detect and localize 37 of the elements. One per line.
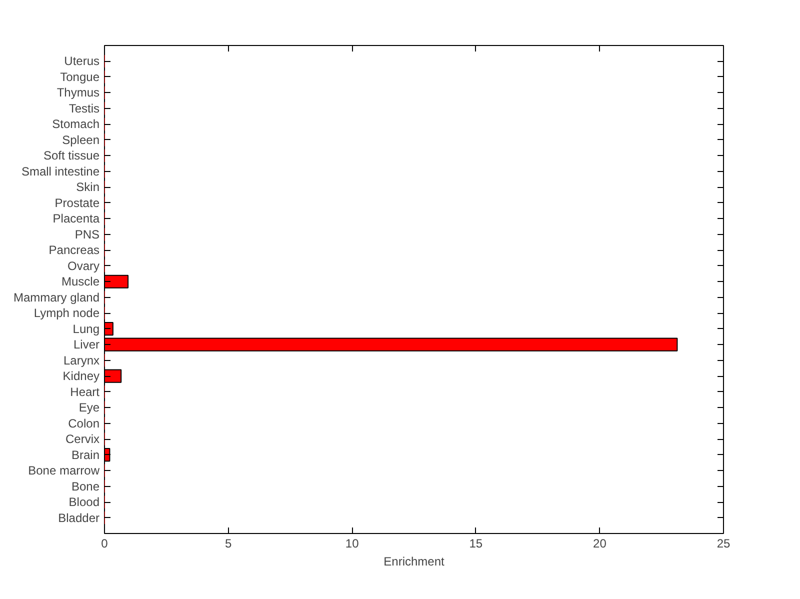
y-tick-label: Testis bbox=[68, 101, 100, 116]
y-tick-label: Pancreas bbox=[48, 243, 100, 258]
y-tick-label: Cervix bbox=[66, 432, 100, 446]
x-tick-label: 0 bbox=[101, 536, 108, 550]
x-tick-label: 15 bbox=[469, 536, 483, 550]
y-tick-label: Soft tissue bbox=[43, 148, 100, 163]
y-tick-label: Kidney bbox=[62, 369, 100, 384]
x-tick-label: 20 bbox=[593, 536, 607, 550]
y-tick-label: Lung bbox=[72, 322, 100, 336]
x-tick-label: 10 bbox=[345, 536, 360, 550]
y-tick-label: Blood bbox=[68, 495, 100, 510]
y-tick-label: Colon bbox=[68, 416, 100, 430]
y-tick-label: Heart bbox=[70, 384, 100, 399]
y-tick-label: PNS bbox=[74, 227, 100, 242]
y-tick-label: Small intestine bbox=[21, 164, 100, 178]
y-tick-label: Stomach bbox=[52, 117, 100, 132]
y-tick-label: Ovary bbox=[67, 258, 100, 273]
x-tick-label: 25 bbox=[716, 536, 730, 550]
y-tick-label: Placenta bbox=[52, 212, 100, 226]
y-tick-label: Brain bbox=[71, 448, 100, 462]
y-tick-label: Lymph node bbox=[34, 306, 100, 320]
y-tick-label: Prostate bbox=[54, 196, 100, 210]
y-tick-label: Spleen bbox=[62, 132, 100, 147]
y-tick-label: Tongue bbox=[60, 70, 100, 84]
y-tick-label: Bone marrow bbox=[28, 464, 100, 478]
y-tick-label: Eye bbox=[78, 400, 100, 415]
y-tick-label: Larynx bbox=[63, 353, 100, 368]
y-tick-label: Mammary gland bbox=[13, 290, 100, 304]
y-tick-label: Liver bbox=[73, 338, 100, 352]
y-tick-label: Bladder bbox=[58, 510, 100, 525]
y-tick-label: Bone bbox=[71, 479, 100, 494]
x-tick-label: 5 bbox=[224, 536, 232, 550]
y-tick-label: Uterus bbox=[64, 54, 100, 68]
x-axis-title: Enrichment bbox=[384, 554, 446, 568]
y-tick-label: Skin bbox=[76, 180, 100, 194]
y-tick-label: Thymus bbox=[56, 86, 100, 100]
y-tick-label: Muscle bbox=[61, 274, 100, 289]
